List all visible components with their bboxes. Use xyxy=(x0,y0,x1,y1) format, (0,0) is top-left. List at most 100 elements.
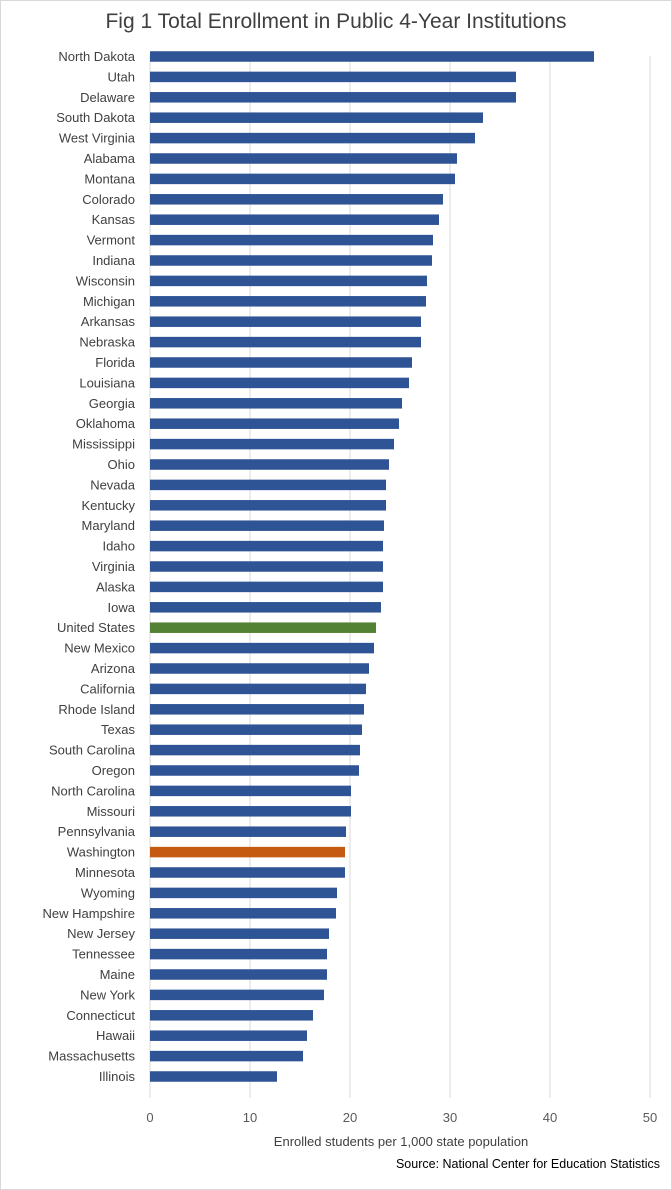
x-tick-label: 30 xyxy=(443,1110,457,1125)
category-label: Massachusetts xyxy=(48,1049,135,1064)
category-label: Colorado xyxy=(82,192,135,207)
bar-mississippi xyxy=(150,438,394,450)
bar-nevada xyxy=(150,479,386,491)
x-axis-title: Enrolled students per 1,000 state popula… xyxy=(274,1134,528,1149)
source-note: Source: National Center for Education St… xyxy=(395,1157,660,1171)
bar-wyoming xyxy=(150,887,337,899)
bar-maine xyxy=(150,969,327,980)
bar-kansas xyxy=(150,214,439,225)
category-label: Connecticut xyxy=(66,1008,135,1023)
category-label: Ohio xyxy=(108,457,135,472)
category-label: Vermont xyxy=(87,233,136,248)
bar-maryland xyxy=(150,520,384,531)
gridlines xyxy=(149,56,651,1098)
bar-alaska xyxy=(150,581,383,593)
bar-new-hampshire xyxy=(150,908,336,919)
category-label: Minnesota xyxy=(75,865,136,880)
x-tick-label: 10 xyxy=(243,1110,257,1125)
category-label: New Mexico xyxy=(64,641,135,656)
bar-virginia xyxy=(150,561,383,572)
chart-title: Fig 1 Total Enrollment in Public 4-Year … xyxy=(105,10,567,33)
category-label: Montana xyxy=(84,171,135,186)
bar-alabama xyxy=(150,153,457,164)
bar-tennessee xyxy=(150,948,327,960)
bar-delaware xyxy=(150,92,516,103)
bar-utah xyxy=(150,71,516,83)
category-label: Rhode Island xyxy=(58,702,135,717)
category-label: Missouri xyxy=(87,804,136,819)
category-label: Utah xyxy=(108,69,135,84)
category-label: New York xyxy=(80,987,135,1002)
category-label: West Virginia xyxy=(59,131,136,146)
bar-massachusetts xyxy=(150,1050,303,1062)
bar-connecticut xyxy=(150,1010,313,1021)
bar-georgia xyxy=(150,398,402,409)
category-label: Kansas xyxy=(92,212,136,227)
category-label: Maine xyxy=(100,967,135,982)
category-label: Illinois xyxy=(99,1069,136,1084)
bar-missouri xyxy=(150,806,351,817)
category-label: California xyxy=(80,681,136,696)
bar-idaho xyxy=(150,540,383,552)
category-label: Florida xyxy=(95,355,136,370)
bar-montana xyxy=(150,173,455,185)
x-tick-label: 20 xyxy=(343,1110,357,1125)
category-label: Texas xyxy=(101,722,135,737)
bar-west-virginia xyxy=(150,132,475,144)
bar-hawaii xyxy=(150,1030,307,1041)
category-label: Alabama xyxy=(84,151,136,166)
category-label: Arkansas xyxy=(81,314,136,329)
x-tick-label: 50 xyxy=(643,1110,657,1125)
category-label: South Dakota xyxy=(56,110,136,125)
category-label: Indiana xyxy=(92,253,135,268)
category-label: New Jersey xyxy=(67,926,135,941)
category-label: Tennessee xyxy=(72,947,135,962)
bar-arizona xyxy=(150,663,369,674)
category-label: Arizona xyxy=(91,661,136,676)
category-label: Maryland xyxy=(82,518,135,533)
bar-illinois xyxy=(150,1071,277,1082)
bar-minnesota xyxy=(150,867,345,878)
bar-nebraska xyxy=(150,336,421,348)
category-label: Louisiana xyxy=(79,375,135,390)
category-label: Wisconsin xyxy=(76,273,135,288)
bar-south-dakota xyxy=(150,112,483,123)
bar-pennsylvania xyxy=(150,826,346,837)
bar-michigan xyxy=(150,296,426,307)
category-label: Hawaii xyxy=(96,1028,135,1043)
bar-new-jersey xyxy=(150,928,329,939)
category-label: South Carolina xyxy=(49,743,136,758)
bar-texas xyxy=(150,724,362,735)
category-label: Washington xyxy=(67,845,135,860)
bar-california xyxy=(150,683,366,695)
bar-north-dakota xyxy=(150,51,594,62)
bar-new-york xyxy=(150,989,324,1001)
category-label: Iowa xyxy=(108,600,136,615)
category-label: Oklahoma xyxy=(76,416,136,431)
bar-washington xyxy=(150,846,345,858)
category-label: Virginia xyxy=(92,559,136,574)
bar-south-carolina xyxy=(150,744,360,756)
category-label: Idaho xyxy=(102,539,135,554)
bar-florida xyxy=(150,357,412,368)
category-label: Oregon xyxy=(92,763,135,778)
bar-louisiana xyxy=(150,377,409,389)
category-label: Georgia xyxy=(89,396,136,411)
bar-iowa xyxy=(150,602,381,613)
bar-vermont xyxy=(150,234,433,246)
x-tick-label: 0 xyxy=(146,1110,153,1125)
bar-oregon xyxy=(150,765,359,776)
category-label: Pennsylvania xyxy=(58,824,136,839)
category-label: Nebraska xyxy=(79,335,135,350)
category-labels: North Dakota Utah Delaware South Dakota West… xyxy=(43,49,136,1084)
category-label: Mississippi xyxy=(72,437,135,452)
bar-kentucky xyxy=(150,500,386,511)
category-label: Nevada xyxy=(90,477,136,492)
bar-rhode-island xyxy=(150,704,364,715)
category-label: North Carolina xyxy=(51,783,136,798)
bar-indiana xyxy=(150,255,432,266)
bar-north-carolina xyxy=(150,785,351,797)
bar-arkansas xyxy=(150,316,421,327)
category-label: New Hampshire xyxy=(43,906,135,921)
category-label: Wyoming xyxy=(81,885,135,900)
